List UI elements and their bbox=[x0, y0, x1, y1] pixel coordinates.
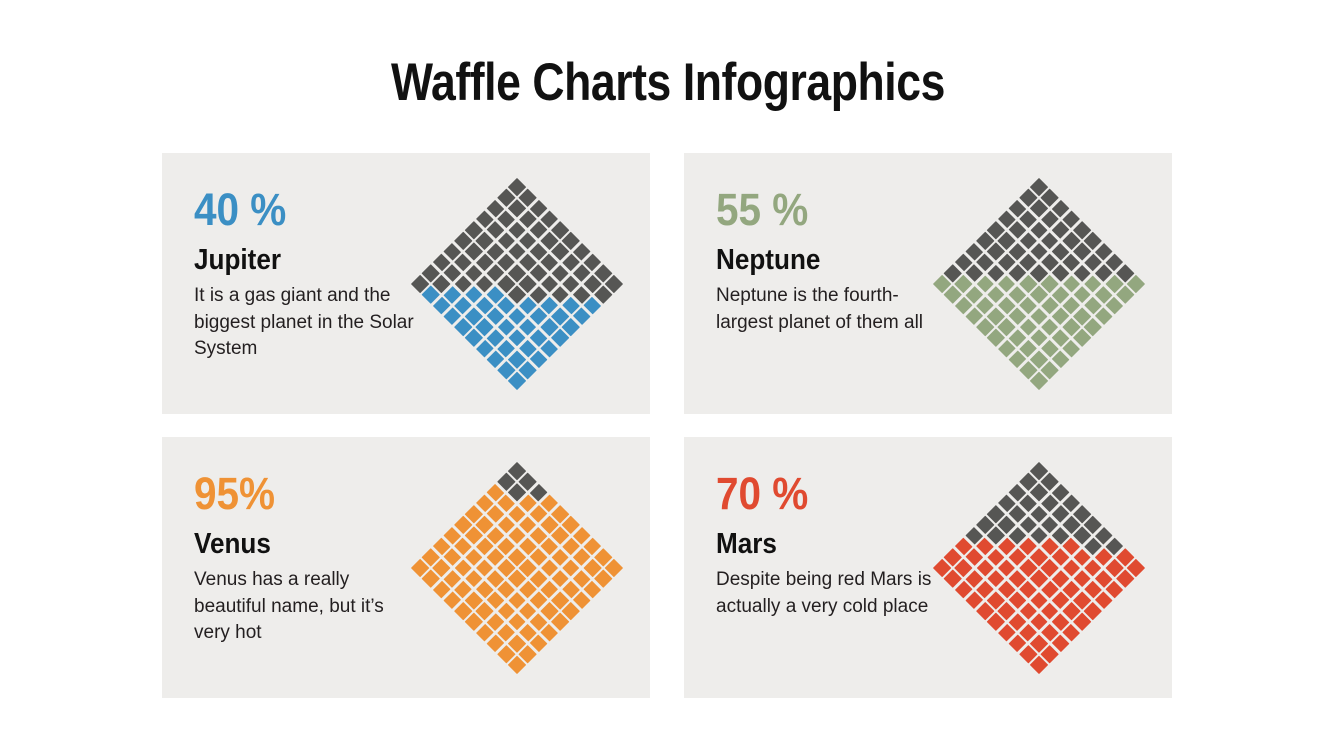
stat-card-text: 70 % Mars Despite being red Mars is actu… bbox=[716, 470, 941, 620]
planet-name: Mars bbox=[716, 528, 777, 560]
stat-card-neptune[interactable]: 55 % Neptune Neptune is the fourth-large… bbox=[684, 153, 1172, 414]
percent-value: 55 % bbox=[716, 184, 809, 235]
waffle-grid bbox=[410, 177, 624, 390]
percent-value: 95% bbox=[194, 468, 276, 519]
planet-name: Jupiter bbox=[194, 244, 282, 276]
stat-card-text: 95% Venus Venus has a really beautiful n… bbox=[194, 470, 419, 647]
waffle-grid bbox=[932, 177, 1146, 390]
planet-description: Neptune is the fourth-largest planet of … bbox=[716, 285, 924, 333]
planet-name: Venus bbox=[194, 528, 271, 560]
planet-description: Venus has a really beautiful name, but i… bbox=[194, 569, 384, 643]
waffle-chart-mars bbox=[932, 461, 1146, 674]
waffle-chart-venus bbox=[410, 461, 624, 674]
waffle-grid bbox=[410, 461, 624, 674]
stat-card-text: 55 % Neptune Neptune is the fourth-large… bbox=[716, 186, 941, 336]
cards-grid: 40 % Jupiter It is a gas giant and the b… bbox=[162, 153, 1174, 698]
planet-name: Neptune bbox=[716, 244, 821, 276]
page-title: Waffle Charts Infographics bbox=[391, 53, 945, 112]
stat-card-venus[interactable]: 95% Venus Venus has a really beautiful n… bbox=[162, 437, 650, 698]
percent-value: 70 % bbox=[716, 468, 809, 519]
stat-card-text: 40 % Jupiter It is a gas giant and the b… bbox=[194, 186, 419, 363]
percent-value: 40 % bbox=[194, 184, 287, 235]
stat-card-jupiter[interactable]: 40 % Jupiter It is a gas giant and the b… bbox=[162, 153, 650, 414]
waffle-chart-jupiter bbox=[410, 177, 624, 390]
stat-card-mars[interactable]: 70 % Mars Despite being red Mars is actu… bbox=[684, 437, 1172, 698]
waffle-chart-neptune bbox=[932, 177, 1146, 390]
waffle-grid bbox=[932, 461, 1146, 674]
planet-description: It is a gas giant and the biggest planet… bbox=[194, 285, 414, 359]
planet-description: Despite being red Mars is actually a ver… bbox=[716, 569, 932, 617]
